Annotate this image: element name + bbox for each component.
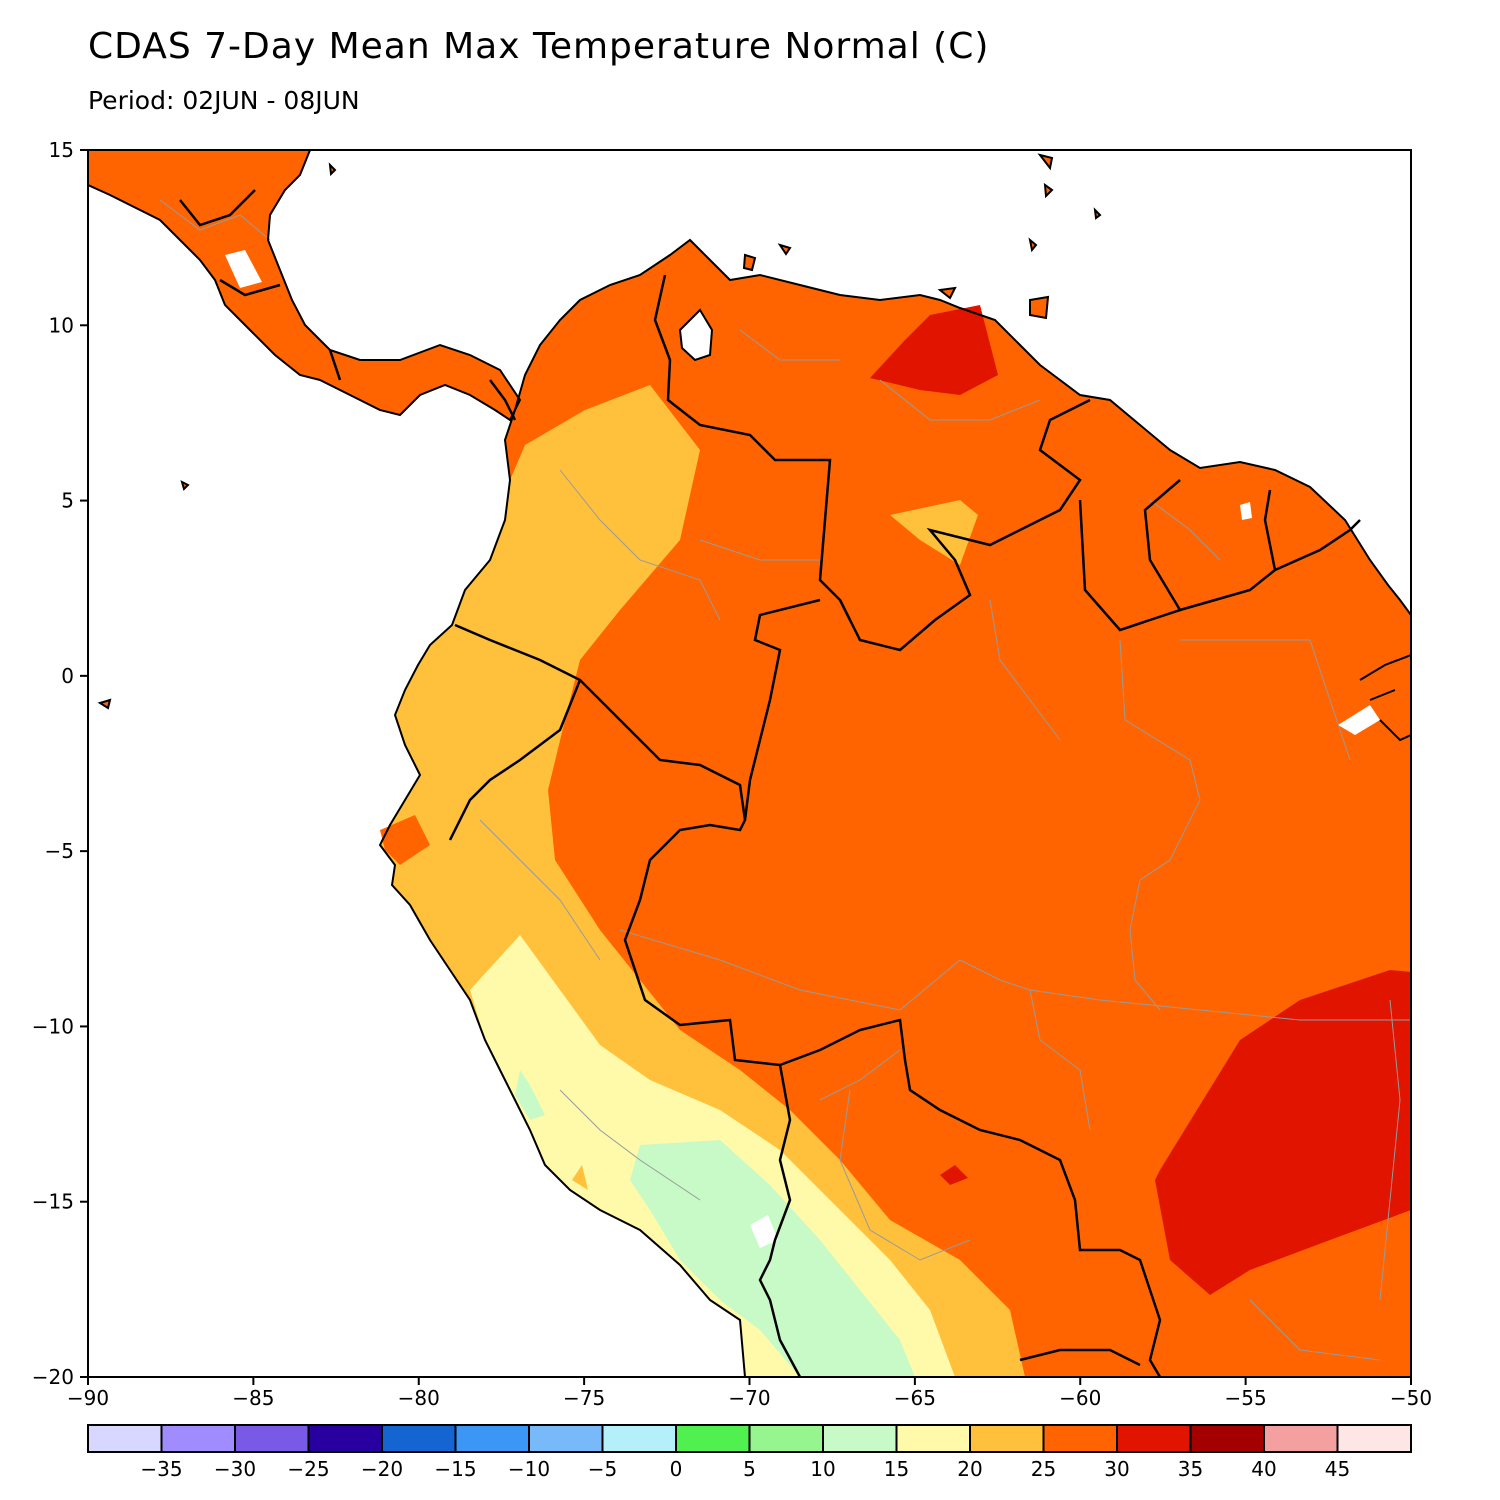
y-tick-label: 0 [61, 664, 74, 688]
y-tick-label: −5 [45, 839, 74, 863]
legend-swatch [234, 1424, 310, 1453]
legend-swatch [895, 1424, 971, 1453]
legend-swatch [1336, 1424, 1412, 1453]
x-tick-label: −90 [67, 1386, 109, 1410]
legend-label: −15 [434, 1457, 476, 1481]
x-tick-label: −85 [232, 1386, 274, 1410]
legend-label: 25 [1031, 1457, 1056, 1481]
legend-label: −10 [508, 1457, 550, 1481]
legend-swatch [307, 1424, 383, 1453]
legend-label: 0 [670, 1457, 683, 1481]
zone-35-40-venezuela [870, 305, 998, 395]
missing-data-patch [750, 1215, 778, 1248]
legend-label: −20 [361, 1457, 403, 1481]
zone-35-40-brazil [1155, 970, 1411, 1295]
legend-label: −30 [214, 1457, 256, 1481]
x-tick-label: −80 [398, 1386, 440, 1410]
y-tick-label: −20 [32, 1365, 74, 1389]
zone-25-30-peru-patch [572, 1165, 588, 1190]
x-tick-label: −75 [563, 1386, 605, 1410]
zone-30-35-ecuador-patch [380, 815, 430, 865]
country-borders [179, 189, 1361, 1377]
zone-15-20 [630, 1140, 915, 1377]
legend-swatch [1116, 1424, 1192, 1453]
islands [97, 153, 1102, 710]
legend-swatch [87, 1424, 163, 1453]
legend-swatch [528, 1424, 604, 1453]
legend-label: 5 [743, 1457, 756, 1481]
legend-label: 35 [1178, 1457, 1203, 1481]
legend-swatch [675, 1424, 751, 1453]
x-tick-label: −60 [1059, 1386, 1101, 1410]
legend-swatch [969, 1424, 1045, 1453]
legend-swatch [381, 1424, 457, 1453]
zone-15-20-coast [515, 1070, 545, 1120]
zone-25-30-guiana-patch [890, 500, 978, 565]
central-america-land [88, 150, 520, 420]
lake-maracaibo [678, 308, 714, 362]
missing-data-patch [1240, 502, 1252, 520]
legend-label: 20 [957, 1457, 982, 1481]
x-axis: −90 −85 −80 −75 −70 −65 −60 −55 −50 [67, 1377, 1432, 1410]
legend-swatch [1189, 1424, 1265, 1453]
map-plot-area [88, 150, 1411, 1377]
missing-data-patch [1338, 705, 1380, 735]
x-tick-label: −55 [1225, 1386, 1267, 1410]
coastlines [88, 150, 1411, 1377]
legend-label: 10 [810, 1457, 835, 1481]
legend-label: 45 [1325, 1457, 1350, 1481]
x-tick-label: −65 [894, 1386, 936, 1410]
legend-label: 30 [1104, 1457, 1129, 1481]
legend-colorbar: −35 −30 −25 −20 −15 −10 −5 0 5 10 15 20 25 30 35 40 45 [87, 1424, 1412, 1481]
y-tick-label: 10 [49, 313, 74, 337]
legend-label: −25 [287, 1457, 329, 1481]
legend-label: 40 [1251, 1457, 1276, 1481]
y-axis: 15 10 5 0 −5 −10 −15 −20 [32, 138, 88, 1389]
legend-swatch [748, 1424, 824, 1453]
legend-label: −5 [588, 1457, 617, 1481]
legend-label: −35 [140, 1457, 182, 1481]
y-tick-label: 5 [61, 489, 74, 513]
legend-swatch [454, 1424, 530, 1453]
zone-35-40-bolivia [940, 1165, 968, 1185]
map-title: CDAS 7-Day Mean Max Temperature Normal (… [88, 26, 990, 67]
y-tick-label: −15 [32, 1190, 74, 1214]
x-tick-label: −70 [728, 1386, 770, 1410]
legend-swatch [822, 1424, 898, 1453]
legend-swatch [1042, 1424, 1118, 1453]
period-label: Period: 02JUN - 08JUN [88, 86, 360, 115]
legend-swatch [601, 1424, 677, 1453]
missing-data-patch [225, 250, 262, 288]
x-tick-label: −50 [1390, 1386, 1432, 1410]
province-boundaries [159, 199, 1411, 1361]
legend-swatch [160, 1424, 236, 1453]
legend-label: 15 [884, 1457, 909, 1481]
y-tick-label: 15 [49, 138, 74, 162]
y-tick-label: −10 [32, 1014, 74, 1038]
legend-swatch [1263, 1424, 1339, 1453]
